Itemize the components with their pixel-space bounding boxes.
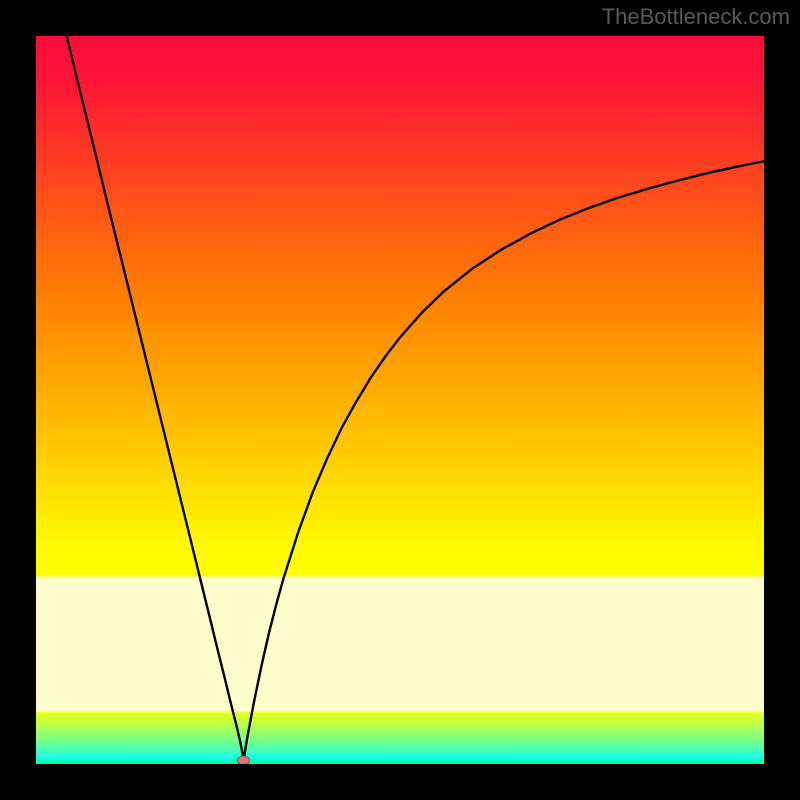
watermark-text: TheBottleneck.com: [602, 4, 790, 30]
gradient-background: [36, 36, 764, 764]
chart-container: TheBottleneck.com: [0, 0, 800, 800]
plot-area: [36, 36, 764, 764]
bottleneck-curve-chart: [36, 36, 764, 764]
optimal-point-marker: [237, 756, 249, 764]
